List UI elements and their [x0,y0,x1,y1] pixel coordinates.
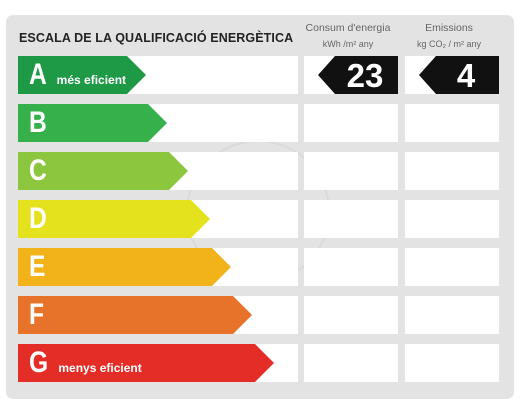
scale-title: ESCALA DE LA QUALIFICACIÓ ENERGÈTICA [19,31,294,45]
consumption-badge: 23 [318,56,398,94]
consumption-header: Consum d'energia kWh /m² any [300,20,396,52]
rating-arrow-e: E [18,248,231,286]
emissions-cell-b [405,104,499,142]
rating-letter: F [29,298,45,331]
emissions-cell-g [405,344,499,382]
rating-letter: G [29,346,49,379]
rating-row-b: B [18,104,298,142]
rating-row-f: F [18,296,298,334]
consumption-cell-g [304,344,398,382]
consumption-value: 23 [346,56,384,94]
rating-letter: C [29,154,47,187]
rating-row-e: E [18,248,298,286]
emissions-cell-c [405,152,499,190]
rating-letter: D [29,202,47,235]
emissions-cell-f [405,296,499,334]
consumption-title: Consum d'energia [305,22,391,34]
consumption-cell-b [304,104,398,142]
consumption-unit: kWh /m² any [322,39,374,49]
consumption-cell-c [304,152,398,190]
emissions-unit: kg CO₂ / m² any [416,39,481,49]
rating-arrow-b: B [18,104,167,142]
rating-description: més eficient [56,73,127,87]
consumption-cell-e [304,248,398,286]
emissions-title: Emissions [425,22,473,34]
rating-row-d: D [18,200,298,238]
emissions-header: Emissions kg CO₂ / m² any [401,20,497,52]
rating-letter: E [29,250,46,283]
emissions-cell-d [405,200,499,238]
consumption-cell-f [304,296,398,334]
rating-letter: A [29,58,47,91]
emissions-badge: 4 [419,56,499,94]
consumption-cell-d [304,200,398,238]
rating-arrow-c: C [18,152,188,190]
rating-arrow-f: F [18,296,252,334]
emissions-cell-e [405,248,499,286]
rating-letter: B [29,106,47,139]
rating-arrow-d: D [18,200,210,238]
rating-description: menys eficient [58,361,142,375]
rating-row-c: C [18,152,298,190]
emissions-value: 4 [456,56,476,94]
